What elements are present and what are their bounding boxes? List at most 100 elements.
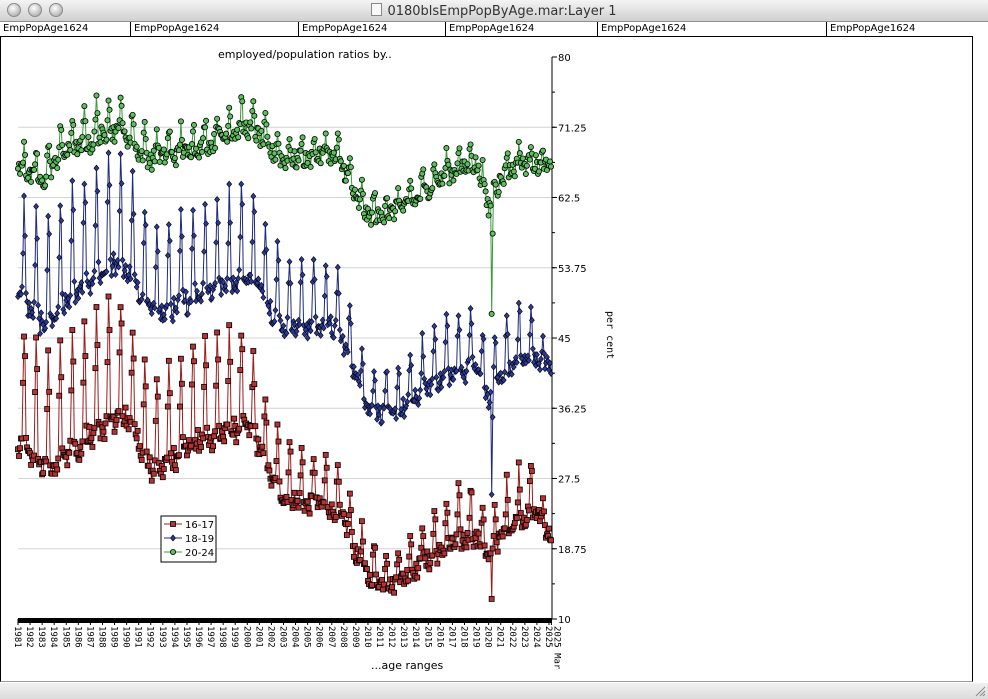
layer-tab-5[interactable]: EmpPopAge1624 [597, 22, 686, 36]
minimize-window-button[interactable] [28, 3, 42, 17]
data-point [233, 439, 240, 446]
data-point [453, 531, 460, 538]
layer-tab-3[interactable]: EmpPopAge1624 [298, 22, 387, 36]
data-point [351, 186, 358, 193]
data-point [190, 343, 196, 350]
data-point [384, 195, 391, 202]
data-point [457, 526, 464, 533]
y-tick-label: 71.25 [558, 123, 587, 134]
data-point [455, 312, 462, 320]
data-point [480, 335, 487, 343]
window-titlebar[interactable]: 0180blsEmpPopByAge.mar:Layer 1 [0, 0, 988, 22]
series-line [17, 296, 552, 599]
data-point [485, 404, 492, 411]
data-point [91, 424, 98, 431]
data-point [53, 315, 60, 322]
x-tick-label: 1994 [169, 626, 179, 648]
data-point [465, 356, 472, 364]
data-point [165, 357, 172, 364]
data-point [530, 345, 536, 353]
data-point [177, 403, 183, 410]
y-tick-label: 45 [558, 334, 571, 345]
data-point [89, 444, 96, 450]
data-point [92, 116, 99, 123]
data-point [201, 383, 207, 390]
data-point [164, 135, 171, 142]
data-point [296, 490, 303, 496]
data-point [116, 207, 123, 215]
data-point [431, 508, 438, 514]
data-point [46, 230, 53, 238]
data-point [298, 445, 305, 451]
data-point [225, 239, 232, 247]
data-point [49, 322, 56, 330]
data-point [298, 256, 305, 263]
data-point [251, 381, 258, 388]
x-tick-label: 1996 [193, 626, 203, 648]
data-point [274, 131, 281, 138]
resize-grip-icon[interactable] [974, 685, 986, 697]
data-point [94, 110, 101, 117]
data-point [113, 417, 120, 423]
data-point [434, 560, 441, 567]
data-point [32, 261, 38, 269]
data-point [330, 149, 337, 156]
data-point [293, 164, 300, 171]
layer-tab-2[interactable]: EmpPopAge1624 [130, 22, 219, 36]
data-point [508, 370, 515, 378]
data-point [467, 141, 474, 148]
data-point [104, 198, 111, 206]
data-point [169, 317, 176, 325]
data-point [265, 302, 272, 310]
data-point [155, 459, 162, 466]
data-point [114, 256, 121, 264]
data-point [168, 149, 175, 156]
data-point [131, 271, 138, 278]
data-point [447, 371, 454, 379]
data-point [494, 548, 501, 555]
layer-tab-4[interactable]: EmpPopAge1624 [445, 22, 534, 36]
data-point [323, 464, 330, 471]
data-point [93, 304, 100, 310]
data-point [185, 310, 191, 318]
data-point [213, 382, 220, 389]
close-window-button[interactable] [7, 3, 21, 17]
data-point [380, 586, 386, 593]
x-tick-label: 1991 [133, 626, 143, 648]
layer-tab-1[interactable]: EmpPopAge1624 [3, 23, 89, 34]
data-point [501, 525, 508, 532]
x-tick-label: 2011 [374, 626, 384, 648]
data-point [214, 115, 221, 122]
data-point [142, 135, 149, 142]
data-point [542, 365, 548, 373]
data-point [391, 216, 398, 223]
data-point [275, 140, 282, 147]
x-tick-label: 2021 [495, 626, 505, 648]
data-point [263, 419, 270, 426]
data-point [161, 315, 168, 323]
zoom-window-button[interactable] [49, 3, 63, 17]
x-tick-label: 2002 [265, 626, 275, 648]
layer-tab-6[interactable]: EmpPopAge1624 [826, 22, 915, 36]
data-point [340, 162, 347, 169]
data-point [515, 299, 522, 307]
data-point [226, 322, 233, 329]
data-point [112, 421, 119, 428]
data-point [523, 517, 530, 523]
data-point [178, 355, 184, 362]
data-point [547, 163, 554, 170]
data-point [79, 288, 86, 296]
y-tick-label: 62.5 [558, 194, 580, 205]
data-point [393, 415, 400, 423]
data-point [105, 97, 112, 104]
data-point [359, 518, 365, 525]
data-point [129, 329, 136, 336]
data-point [111, 138, 118, 145]
data-point [129, 111, 136, 118]
data-point [82, 353, 89, 359]
data-point [235, 134, 242, 141]
data-point [56, 254, 63, 261]
data-point [263, 121, 270, 128]
data-point [500, 180, 507, 187]
data-point [183, 288, 189, 296]
